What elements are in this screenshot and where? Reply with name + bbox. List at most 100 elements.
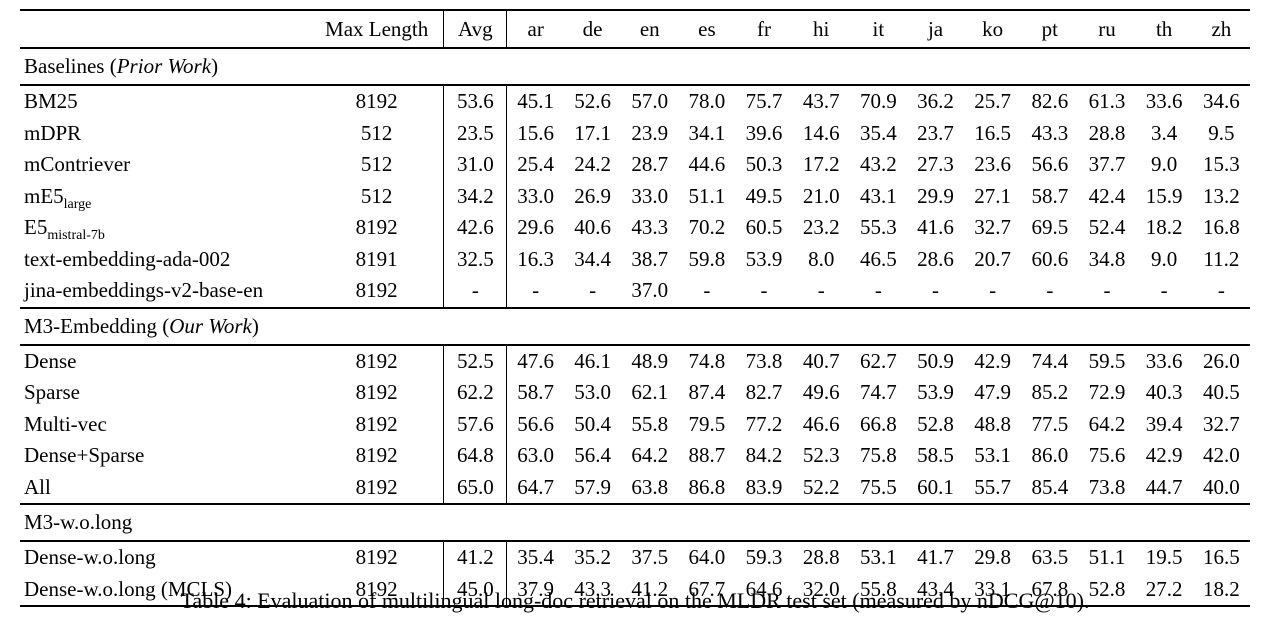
column-header-avg: Avg bbox=[443, 10, 507, 48]
score-cell-th: 3.4 bbox=[1151, 120, 1178, 145]
score-cell-ja: 41.6 bbox=[917, 215, 954, 240]
score-cell-en: 63.8 bbox=[631, 474, 669, 499]
table-row: BM25 8192 53.6 45.1 52.6 57.0 78.0 75.7 43.7 70.9… bbox=[20, 85, 1250, 118]
score-cell-ar: - bbox=[506, 275, 564, 308]
score-cell-ja: 50.9 bbox=[917, 348, 954, 373]
score-cell-th: 39.4 bbox=[1145, 411, 1183, 436]
score-cell-fr: 82.7 bbox=[745, 380, 783, 405]
column-header-pt: pt bbox=[1041, 16, 1058, 41]
score-cell-ru: 51.1 bbox=[1088, 545, 1126, 570]
score-cell-pt: 85.2 bbox=[1031, 380, 1069, 405]
column-header-fr: fr bbox=[757, 16, 772, 41]
section-header: M3-w.o.long bbox=[24, 510, 133, 534]
score-cell-hi: 28.8 bbox=[802, 545, 840, 570]
max-length-cell: 8192 bbox=[355, 89, 398, 114]
results-table-container: Max Length Avg ar de en es fr hi it ja ko pt ru th zh … bbox=[20, 9, 1250, 607]
score-cell-pt: 82.6 bbox=[1031, 89, 1069, 114]
model-name: Dense-w.o.long (MCLS) bbox=[24, 576, 233, 601]
score-cell-en: 48.9 bbox=[631, 348, 669, 373]
score-cell-ko: 32.7 bbox=[974, 215, 1012, 240]
score-cell-zh: 42.0 bbox=[1202, 443, 1240, 468]
max-length-cell: 512 bbox=[360, 120, 393, 145]
table-row: Multi-vec 8192 57.6 56.6 50.4 55.8 79.5 77.2 46.… bbox=[20, 408, 1250, 440]
table-row: jina-embeddings-v2-base-en 8192- - -37.0- - -… bbox=[20, 275, 1250, 308]
score-cell-it: 53.1 bbox=[859, 545, 897, 570]
avg-cell: 45.0 bbox=[443, 573, 507, 606]
score-cell-es: 87.4 bbox=[688, 380, 726, 405]
score-cell-it: 35.4 bbox=[859, 120, 897, 145]
score-cell-de: 56.4 bbox=[574, 443, 611, 468]
score-cell-ru: 72.9 bbox=[1088, 380, 1126, 405]
column-header-model bbox=[20, 10, 310, 48]
score-cell-pt: 63.5 bbox=[1031, 545, 1069, 570]
score-cell-ru: 42.4 bbox=[1088, 183, 1126, 208]
table-row: E5mistral-7b 8192 42.6 29.6 40.6 43.3 70.2 60.5… bbox=[20, 212, 1250, 244]
column-header-en: en bbox=[639, 16, 660, 41]
score-cell-de: 24.2 bbox=[574, 152, 611, 177]
model-name: mDPR bbox=[24, 120, 82, 145]
table-header: Max Length Avg ar de en es fr hi it ja ko pt ru th zh bbox=[20, 10, 1250, 48]
score-cell-hi: - bbox=[817, 278, 825, 303]
score-cell-fr: - bbox=[760, 278, 768, 303]
score-cell-ja: 60.1 bbox=[917, 474, 954, 499]
score-cell-de: 26.9 bbox=[574, 183, 611, 208]
max-length-cell: 8192 bbox=[355, 411, 398, 436]
section-header-row: M3-w.o.long bbox=[20, 504, 1250, 541]
avg-cell: 65.0 bbox=[443, 471, 507, 504]
score-cell-zh: 16.8 bbox=[1202, 215, 1240, 240]
score-cell-de: 57.9 bbox=[574, 474, 611, 499]
max-length-cell: 512 bbox=[360, 183, 393, 208]
model-name: mE5large bbox=[24, 183, 92, 212]
score-cell-ko: 25.7 bbox=[974, 89, 1012, 114]
score-cell-it: 62.7 bbox=[859, 348, 897, 373]
score-cell-ru: 28.8 bbox=[1088, 120, 1126, 145]
score-cell-fr: 49.5 bbox=[745, 183, 783, 208]
score-cell-hi: 8.0 bbox=[808, 246, 835, 271]
avg-cell: 57.6 bbox=[443, 408, 507, 440]
table-row: text-embedding-ada-002 8191 32.5 16.3 34.4 38… bbox=[20, 243, 1250, 275]
model-name: text-embedding-ada-002 bbox=[24, 246, 231, 271]
score-cell-en: 57.0 bbox=[631, 89, 669, 114]
avg-cell: 23.5 bbox=[443, 117, 507, 149]
score-cell-es: 79.5 bbox=[688, 411, 726, 436]
score-cell-en: 33.0 bbox=[631, 183, 669, 208]
score-cell-es: 67.7 bbox=[688, 576, 726, 601]
score-cell-en: 62.1 bbox=[631, 380, 669, 405]
score-cell-en: 28.7 bbox=[631, 152, 669, 177]
score-cell-th: 33.6 bbox=[1145, 348, 1183, 373]
score-cell-de: 50.4 bbox=[574, 411, 611, 436]
score-cell-fr: 53.9 bbox=[745, 246, 783, 271]
score-cell-hi: 46.6 bbox=[802, 411, 840, 436]
score-cell-de: 53.0 bbox=[574, 380, 611, 405]
score-cell-zh: 15.3 bbox=[1202, 152, 1240, 177]
score-cell-ko: 27.1 bbox=[974, 183, 1012, 208]
score-cell-it: 46.5 bbox=[859, 246, 897, 271]
score-cell-zh: 32.7 bbox=[1202, 411, 1240, 436]
score-cell-fr: 50.3 bbox=[745, 152, 783, 177]
score-cell-it: 66.8 bbox=[859, 411, 897, 436]
score-cell-de: 43.3 bbox=[574, 576, 611, 601]
column-header-th: th bbox=[1155, 16, 1173, 41]
score-cell-fr: 83.9 bbox=[745, 474, 783, 499]
score-cell-ru: 34.8 bbox=[1088, 246, 1126, 271]
score-cell-es: 34.1 bbox=[688, 120, 726, 145]
score-cell-it: - bbox=[874, 278, 882, 303]
score-cell-th: 33.6 bbox=[1145, 89, 1183, 114]
score-cell-es: 70.2 bbox=[688, 215, 726, 240]
max-length-cell: 8192 bbox=[355, 576, 398, 601]
score-cell-pt: 43.3 bbox=[1031, 120, 1069, 145]
score-cell-pt: 60.6 bbox=[1031, 246, 1069, 271]
score-cell-pt: 77.5 bbox=[1031, 411, 1069, 436]
score-cell-th: 44.7 bbox=[1145, 474, 1183, 499]
score-cell-ja: 53.9 bbox=[917, 380, 954, 405]
score-cell-ar: 58.7 bbox=[506, 377, 564, 409]
score-cell-en: 64.2 bbox=[631, 443, 669, 468]
table-row: mContriever 512 31.0 25.4 24.2 28.7 44.6 50.3 17… bbox=[20, 149, 1250, 181]
score-cell-hi: 32.0 bbox=[802, 576, 840, 601]
score-cell-ru: 75.6 bbox=[1088, 443, 1126, 468]
model-name: All bbox=[24, 474, 51, 499]
score-cell-ko: - bbox=[989, 278, 997, 303]
score-cell-it: 70.9 bbox=[859, 89, 897, 114]
score-cell-de: 35.2 bbox=[574, 545, 611, 570]
score-cell-th: 18.2 bbox=[1145, 215, 1183, 240]
